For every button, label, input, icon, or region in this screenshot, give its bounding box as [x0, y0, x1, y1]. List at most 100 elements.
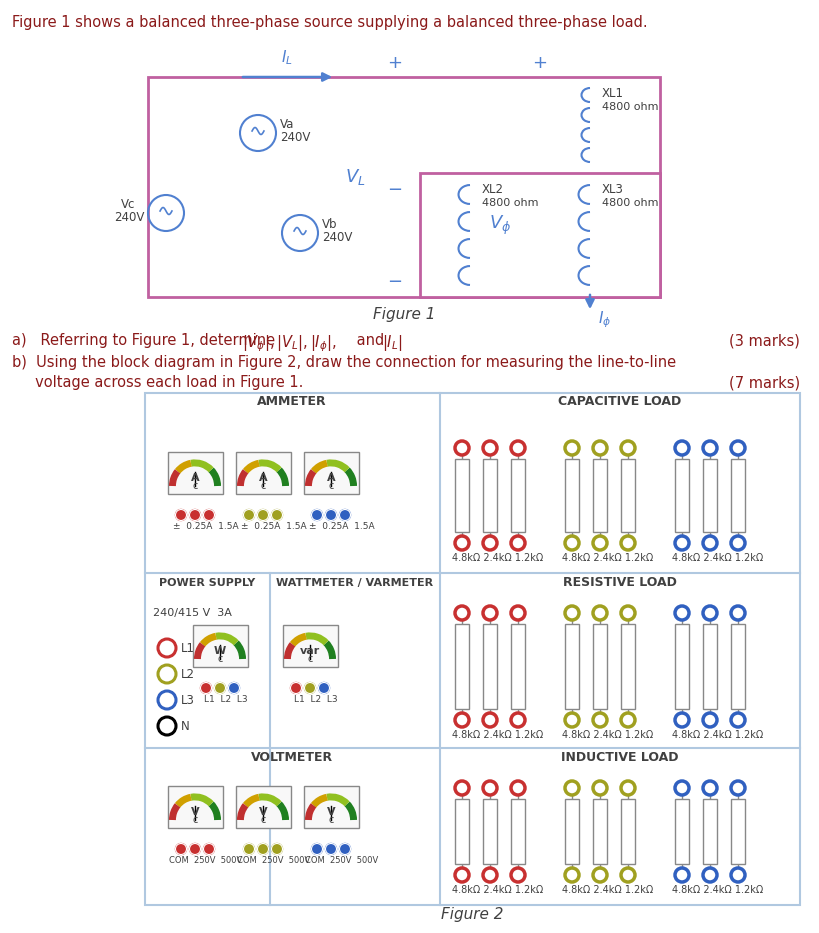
Bar — [283, 625, 338, 667]
Text: $I_L$: $I_L$ — [281, 49, 293, 67]
Text: +: + — [387, 54, 402, 72]
Text: 4.8kΩ 2.4kΩ 1.2kΩ: 4.8kΩ 2.4kΩ 1.2kΩ — [562, 730, 654, 740]
Text: ±  0.25A  1.5A: ± 0.25A 1.5A — [241, 522, 306, 531]
Text: 240V: 240V — [114, 211, 144, 224]
Text: Vc: Vc — [121, 198, 135, 211]
Circle shape — [319, 683, 329, 693]
Circle shape — [175, 843, 187, 855]
Circle shape — [257, 509, 269, 521]
Bar — [145, 393, 800, 905]
Text: Figure 1: Figure 1 — [373, 307, 435, 322]
Bar — [148, 77, 660, 297]
Bar — [304, 786, 359, 828]
Text: 240V: 240V — [322, 231, 352, 244]
Bar — [236, 786, 291, 828]
Text: 4.8kΩ 2.4kΩ 1.2kΩ: 4.8kΩ 2.4kΩ 1.2kΩ — [672, 885, 763, 895]
Text: a)   Referring to Figure 1, determine: a) Referring to Figure 1, determine — [12, 333, 280, 348]
Circle shape — [325, 509, 337, 521]
Text: Figure 2: Figure 2 — [441, 907, 503, 922]
Bar — [703, 459, 717, 532]
Text: (7 marks): (7 marks) — [729, 375, 800, 390]
Text: c: c — [192, 481, 197, 491]
Circle shape — [325, 843, 337, 855]
Text: L3: L3 — [181, 693, 195, 706]
Bar — [236, 452, 291, 494]
Bar — [731, 799, 745, 864]
Circle shape — [257, 843, 269, 855]
Bar — [675, 459, 689, 532]
Text: Va: Va — [280, 118, 294, 131]
Text: V: V — [259, 807, 267, 817]
Text: A: A — [191, 473, 199, 483]
Bar — [455, 799, 469, 864]
Text: A: A — [327, 473, 335, 483]
Text: INDUCTIVE LOAD: INDUCTIVE LOAD — [561, 751, 679, 764]
Bar — [621, 459, 635, 532]
Text: 240V: 240V — [280, 131, 310, 144]
Bar — [703, 624, 717, 709]
Text: and: and — [352, 333, 389, 348]
Bar — [304, 452, 359, 494]
Bar — [675, 799, 689, 864]
Circle shape — [272, 843, 283, 855]
Circle shape — [305, 683, 315, 693]
Bar — [703, 799, 717, 864]
Circle shape — [189, 509, 201, 521]
Text: AMMETER: AMMETER — [257, 395, 327, 408]
Bar — [731, 459, 745, 532]
Circle shape — [243, 843, 255, 855]
Bar — [565, 459, 579, 532]
Text: −: − — [387, 181, 403, 199]
Circle shape — [340, 509, 351, 521]
Text: XL1: XL1 — [602, 87, 624, 100]
Bar — [455, 459, 469, 532]
Text: c: c — [217, 654, 223, 664]
Bar — [565, 799, 579, 864]
Text: +: + — [532, 54, 547, 72]
Bar — [483, 624, 497, 709]
Text: L1  L2  L3: L1 L2 L3 — [204, 695, 247, 704]
Text: 4.8kΩ 2.4kΩ 1.2kΩ: 4.8kΩ 2.4kΩ 1.2kΩ — [672, 553, 763, 563]
Text: POWER SUPPLY: POWER SUPPLY — [159, 578, 256, 588]
Text: −: − — [387, 273, 403, 291]
Text: 4800 ohm: 4800 ohm — [602, 102, 658, 112]
Text: ±  0.25A  1.5A: ± 0.25A 1.5A — [309, 522, 374, 531]
Text: L1  L2  L3: L1 L2 L3 — [294, 695, 337, 704]
Text: COM  250V  500V: COM 250V 500V — [237, 856, 310, 865]
Text: 4800 ohm: 4800 ohm — [482, 198, 539, 208]
Text: RESISTIVE LOAD: RESISTIVE LOAD — [563, 576, 677, 589]
Bar — [168, 452, 223, 494]
Bar — [621, 799, 635, 864]
Circle shape — [311, 509, 323, 521]
Text: 240/415 V  3A: 240/415 V 3A — [153, 608, 232, 618]
Circle shape — [215, 683, 225, 693]
Text: c: c — [260, 815, 265, 825]
Text: c: c — [192, 815, 197, 825]
Text: VOLTMETER: VOLTMETER — [251, 751, 333, 764]
Text: 4.8kΩ 2.4kΩ 1.2kΩ: 4.8kΩ 2.4kΩ 1.2kΩ — [562, 553, 654, 563]
Text: (3 marks): (3 marks) — [729, 333, 800, 348]
Text: $|I_L|$: $|I_L|$ — [382, 333, 402, 353]
Text: 4.8kΩ 2.4kΩ 1.2kΩ: 4.8kΩ 2.4kΩ 1.2kΩ — [452, 885, 543, 895]
Text: $V_\phi$: $V_\phi$ — [489, 214, 511, 237]
Circle shape — [291, 683, 301, 693]
Text: $I_\phi$: $I_\phi$ — [598, 309, 611, 329]
Text: Vb: Vb — [322, 218, 337, 231]
Text: voltage across each load in Figure 1.: voltage across each load in Figure 1. — [12, 375, 303, 390]
Text: ±  0.25A  1.5A: ± 0.25A 1.5A — [173, 522, 238, 531]
Circle shape — [272, 509, 283, 521]
Text: COM  250V  500V: COM 250V 500V — [305, 856, 378, 865]
Bar — [420, 173, 660, 297]
Bar — [193, 625, 248, 667]
Bar — [511, 459, 525, 532]
Bar — [731, 624, 745, 709]
Bar — [593, 799, 607, 864]
Text: V: V — [327, 807, 335, 817]
Circle shape — [203, 843, 215, 855]
Text: 4.8kΩ 2.4kΩ 1.2kΩ: 4.8kΩ 2.4kΩ 1.2kΩ — [672, 730, 763, 740]
Text: $V_L$: $V_L$ — [345, 167, 365, 187]
Text: c: c — [328, 815, 333, 825]
Bar — [621, 624, 635, 709]
Bar — [511, 624, 525, 709]
Text: c: c — [307, 654, 313, 664]
